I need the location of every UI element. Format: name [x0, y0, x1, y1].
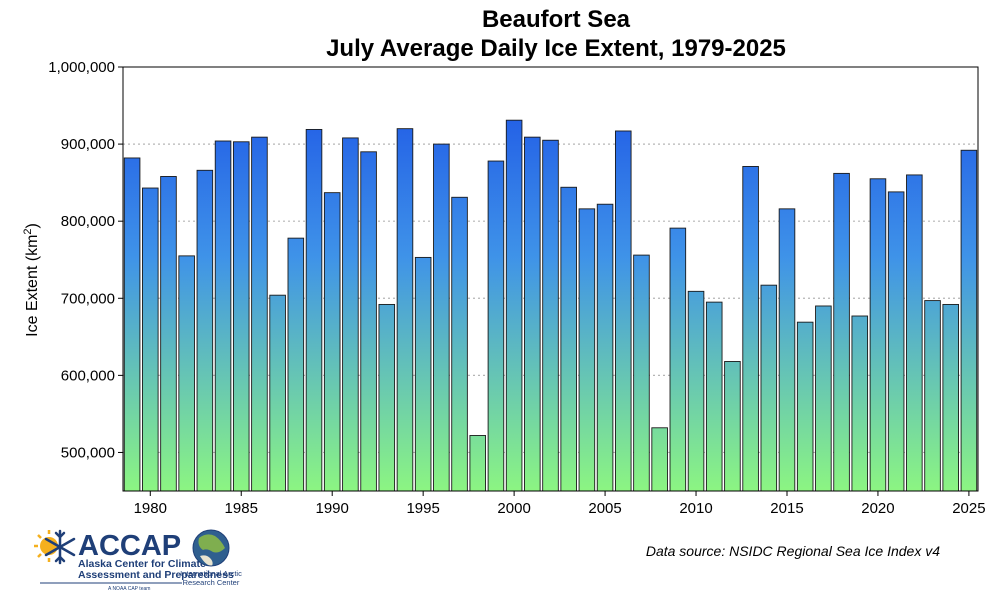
accap-logo: ACCAP Alaska Center for Climate Assessme…: [34, 529, 234, 592]
bar-2007: [633, 254, 650, 492]
bar-2012: [724, 361, 741, 492]
bar-2017: [815, 305, 832, 492]
bar-1979: [123, 157, 141, 492]
x-tick-label: 1985: [225, 500, 258, 517]
bar-2009: [669, 227, 687, 492]
bar-1986: [251, 136, 268, 492]
x-tick-label: 1980: [134, 500, 167, 517]
chart-subtitle: July Average Daily Ice Extent, 1979-2025: [326, 35, 786, 62]
bar-1991: [342, 137, 359, 492]
bar-1983: [196, 169, 214, 492]
accap-line1: Alaska Center for Climate: [78, 558, 206, 570]
bar-1993: [378, 303, 396, 492]
y-tick-label: 500,000: [61, 444, 115, 461]
bar-2005: [596, 203, 614, 492]
x-tick-label: 2025: [952, 500, 985, 517]
bar-2014: [760, 284, 778, 492]
sun-icon: [34, 530, 58, 562]
bar-1992: [360, 151, 377, 492]
bar-1980: [142, 187, 159, 492]
globe-icon: [192, 529, 230, 567]
plot-frame: [122, 66, 979, 492]
x-tick-label: 2020: [861, 500, 894, 517]
y-tick-label: 600,000: [61, 367, 115, 384]
bar-2006: [614, 130, 632, 492]
y-axis-label: Ice Extent (km2): [22, 223, 41, 337]
bar-2011: [705, 301, 723, 492]
accap-tagline: A NOAA CAP team: [108, 586, 150, 592]
bar-1987: [269, 294, 286, 492]
bar-1990: [323, 192, 341, 492]
x-axis: 1980 1985 1990 1995 2000 2005 2010 2015 2020 2025: [134, 491, 986, 517]
bar-1985: [232, 141, 250, 492]
bar-2003: [560, 186, 577, 492]
iarc-line1: International Arctic: [180, 569, 242, 578]
bar-2015: [778, 208, 796, 492]
bar-1988: [287, 237, 305, 492]
x-tick-label: 1995: [406, 500, 439, 517]
bar-2018: [833, 172, 850, 492]
bar-2002: [542, 139, 559, 492]
bar-2025: [960, 149, 978, 492]
x-tick-label: 1990: [316, 500, 349, 517]
bar-1982: [178, 255, 195, 492]
y-tick-label: 1,000,000: [48, 59, 115, 76]
snowflake-icon: [44, 529, 76, 565]
y-tick-label: 700,000: [61, 290, 115, 307]
bars: [123, 119, 978, 492]
bar-1996: [433, 143, 450, 492]
bar-1997: [451, 196, 468, 492]
bar-2023: [924, 300, 941, 492]
x-tick-label: 2000: [497, 500, 530, 517]
x-tick-label: 2015: [770, 500, 803, 517]
accap-line2: Assessment and Preparedness: [78, 569, 234, 581]
iarc-line2: Research Center: [183, 578, 240, 587]
bar-2016: [796, 321, 814, 492]
bar-1994: [396, 128, 414, 492]
y-axis: 500,000 600,000 700,000 800,000 900,000 1,000…: [48, 59, 123, 461]
bar-1989: [305, 128, 323, 492]
bar-2008: [651, 427, 668, 492]
bar-2010: [687, 290, 705, 492]
chart-title: Beaufort Sea: [482, 6, 631, 33]
x-tick-label: 2005: [588, 500, 621, 517]
bar-2022: [906, 174, 923, 492]
iarc-logo: International Arctic Research Center: [180, 529, 242, 587]
data-source-note: Data source: NSIDC Regional Sea Ice Inde…: [646, 543, 940, 559]
bar-1995: [414, 256, 432, 492]
bar-1981: [160, 176, 177, 492]
bar-2004: [578, 208, 596, 492]
bar-2024: [942, 303, 959, 492]
bar-2021: [887, 191, 905, 492]
x-tick-label: 2010: [679, 500, 712, 517]
bar-2019: [851, 315, 869, 492]
bar-2001: [524, 136, 541, 492]
bar-1998: [469, 435, 487, 492]
y-tick-label: 900,000: [61, 136, 115, 153]
bar-2013: [742, 165, 759, 492]
bar-2020: [869, 178, 887, 492]
y-tick-label: 800,000: [61, 213, 115, 230]
bar-2000: [505, 119, 523, 492]
bar-1999: [487, 160, 505, 492]
bar-1984: [214, 140, 232, 492]
accap-name: ACCAP: [78, 530, 181, 562]
